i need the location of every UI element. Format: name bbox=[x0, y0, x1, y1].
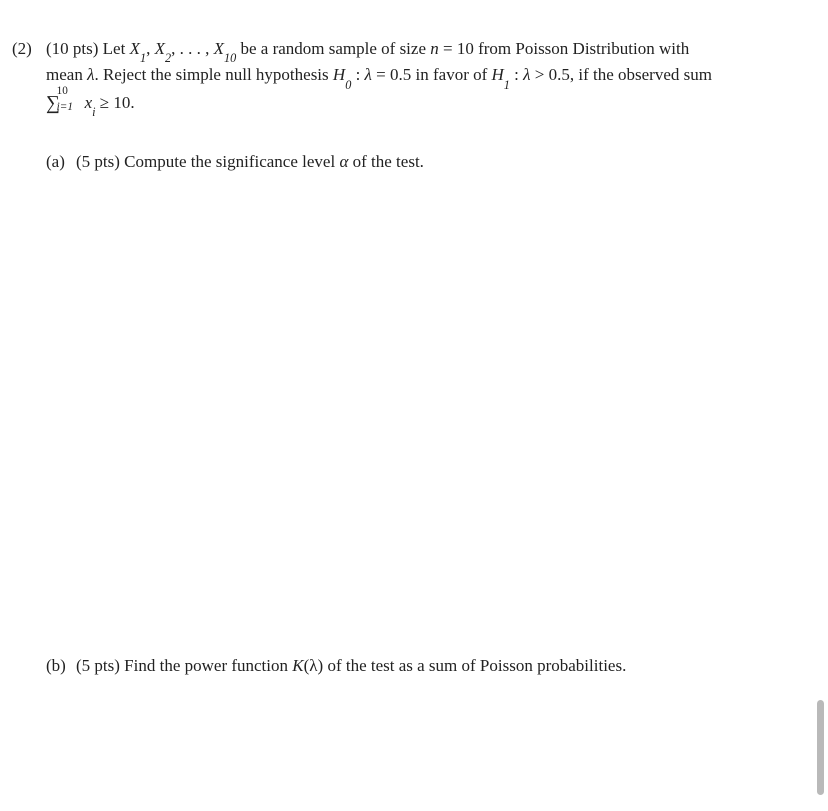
sum-lower: i=1 bbox=[57, 99, 73, 116]
points-label: (10 pts) bbox=[46, 39, 98, 58]
part-b-body: (5 pts) Find the power function K(λ) of … bbox=[76, 653, 808, 679]
part-a-body: (5 pts) Compute the significance level α… bbox=[76, 149, 808, 175]
part-a-label: (a) bbox=[46, 149, 76, 175]
problem-number: (2) bbox=[8, 36, 46, 680]
colon: : bbox=[510, 65, 523, 84]
summand: xi bbox=[85, 93, 96, 112]
var-n: n bbox=[430, 39, 439, 58]
scrollbar[interactable] bbox=[814, 0, 824, 811]
scrollbar-thumb[interactable] bbox=[817, 700, 824, 795]
K-func: K bbox=[292, 656, 303, 675]
colon: : bbox=[351, 65, 364, 84]
part-b-label: (b) bbox=[46, 653, 76, 679]
page: (2) (10 pts) Let X1, X2, . . . , X10 be … bbox=[0, 0, 828, 811]
problem-body: (10 pts) Let X1, X2, . . . , X10 be a ra… bbox=[46, 36, 808, 680]
geq-10: ≥ 10. bbox=[96, 93, 135, 112]
sum-expression: ∑ 10 i=1 xi bbox=[46, 89, 96, 119]
K-arg: (λ) bbox=[304, 656, 324, 675]
var-X10: X10 bbox=[214, 39, 237, 58]
lambda: λ bbox=[523, 65, 530, 84]
part-b-text2: of the test as a sum of Poisson probabil… bbox=[323, 656, 626, 675]
lam-gt: > 0.5, if the observed sum bbox=[531, 65, 712, 84]
n-value-text: 10 from Poisson Distribution with bbox=[457, 39, 689, 58]
lambda: λ bbox=[365, 65, 372, 84]
part-b: (b) (5 pts) Find the power function K(λ)… bbox=[46, 653, 808, 679]
stem-text: Let bbox=[103, 39, 130, 58]
line2-a: mean bbox=[46, 65, 87, 84]
part-a-text2: of the test. bbox=[348, 152, 424, 171]
equals: = bbox=[439, 39, 457, 58]
H0: H0 bbox=[333, 65, 351, 84]
points-label: (5 pts) bbox=[76, 152, 120, 171]
points-label: (5 pts) bbox=[76, 656, 120, 675]
problem-2: (2) (10 pts) Let X1, X2, . . . , X10 be … bbox=[8, 36, 808, 680]
var-X2: X2 bbox=[155, 39, 172, 58]
var-X1: X1 bbox=[130, 39, 147, 58]
stem-text: be a random sample of size bbox=[236, 39, 430, 58]
sum-upper: 10 bbox=[57, 83, 68, 100]
part-a: (a) (5 pts) Compute the significance lev… bbox=[46, 149, 808, 175]
part-a-text: Compute the significance level bbox=[124, 152, 339, 171]
dots: , . . . , bbox=[171, 39, 214, 58]
H1: H1 bbox=[492, 65, 510, 84]
comma: , bbox=[146, 39, 155, 58]
part-b-text: Find the power function bbox=[124, 656, 292, 675]
line2-b: . Reject the simple null hypothesis bbox=[94, 65, 332, 84]
problem-stem: (10 pts) Let X1, X2, . . . , X10 be a ra… bbox=[46, 36, 808, 119]
lam-eq: = 0.5 in favor of bbox=[372, 65, 492, 84]
